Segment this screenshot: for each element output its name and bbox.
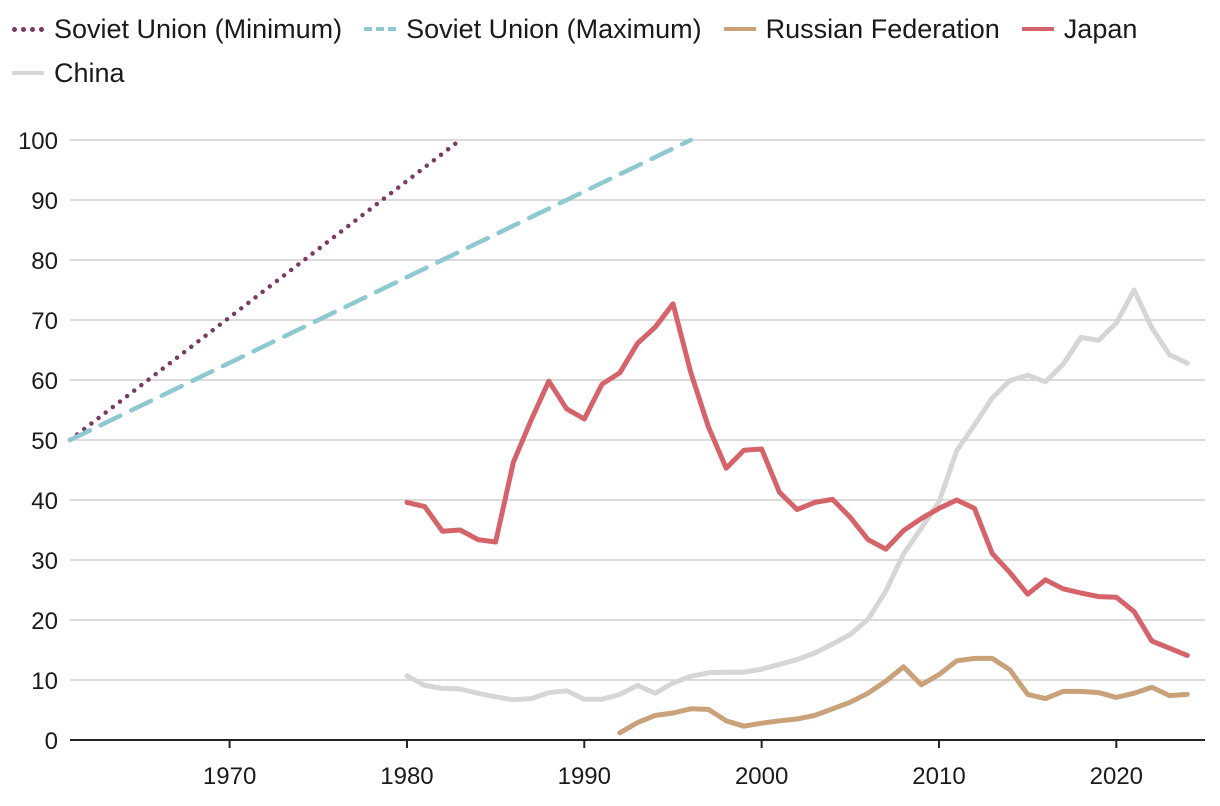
series-line-russian-federation (617, 655, 1190, 736)
series-lines (67, 137, 1190, 736)
x-tick-label: 1970 (203, 763, 256, 790)
legend-label: Soviet Union (Minimum) (54, 14, 343, 44)
legend-item-japan: Japan (1021, 12, 1138, 46)
x-tick-label: 2010 (912, 763, 965, 790)
y-tick-label: 50 (31, 428, 58, 455)
legend-label: Japan (1063, 14, 1138, 44)
legend-label: Soviet Union (Maximum) (406, 14, 702, 44)
series-line-soviet-union-minimum (67, 137, 463, 443)
y-tick-label: 90 (31, 188, 58, 215)
legend-swatch (364, 27, 397, 31)
legend-swatch (12, 71, 44, 75)
gridlines (70, 139, 1205, 681)
x-tick-label: 1990 (558, 763, 611, 790)
legend-item-soviet-union-maximum: Soviet Union (Maximum) (364, 12, 702, 46)
y-tick-label: 70 (31, 308, 58, 335)
legend: Soviet Union (Minimum) Soviet Union (Maxi… (12, 12, 1212, 90)
legend-swatch (723, 27, 756, 31)
series-line-soviet-union-maximum (67, 137, 693, 443)
legend-swatch (12, 26, 44, 32)
y-tick-label: 0 (45, 728, 58, 755)
x-tick-label: 1980 (380, 763, 433, 790)
series-line-china (404, 287, 1190, 703)
y-tick-label: 100 (18, 128, 58, 155)
y-tick-label: 20 (31, 608, 58, 635)
y-tick-label: 80 (31, 248, 58, 275)
x-tick-label: 2000 (735, 763, 788, 790)
x-tick-label: 2020 (1090, 763, 1143, 790)
legend-item-russian-federation: Russian Federation (723, 12, 1000, 46)
y-tick-label: 40 (31, 488, 58, 515)
axes: 0 10 20 30 40 50 60 70 80 90 100 1970 1980 1990 2000 20… (18, 128, 1205, 790)
y-tick-label: 60 (31, 368, 58, 395)
y-tick-label: 10 (31, 668, 58, 695)
legend-item-china: China (12, 56, 125, 90)
y-tick-label: 30 (31, 548, 58, 575)
legend-item-soviet-union-minimum: Soviet Union (Minimum) (12, 12, 342, 46)
series-line-japan (404, 301, 1190, 658)
legend-label: Russian Federation (765, 14, 1000, 44)
legend-swatch (1021, 27, 1054, 31)
legend-label: China (54, 58, 125, 88)
